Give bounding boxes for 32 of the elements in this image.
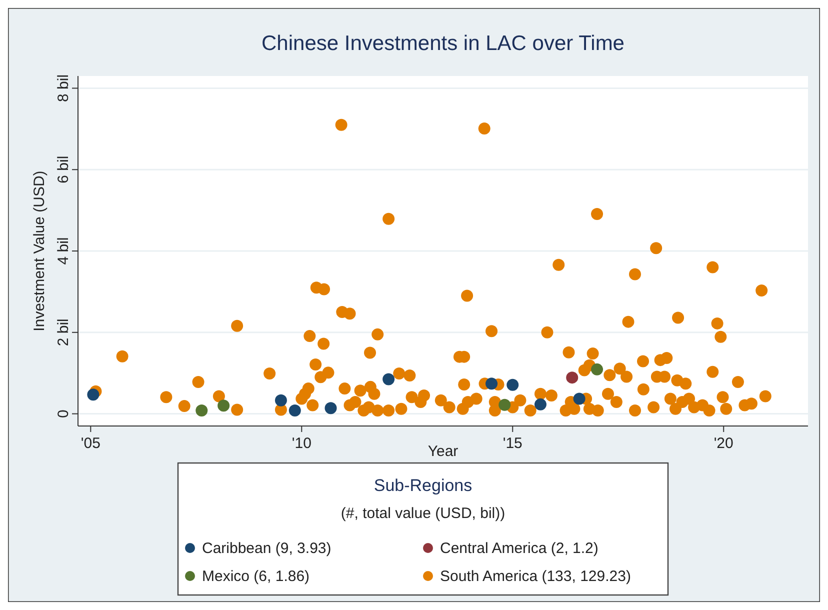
point bbox=[486, 378, 498, 390]
x-axis-title: Year bbox=[428, 443, 458, 460]
point bbox=[534, 398, 546, 410]
y-tick-label: 4 bil bbox=[55, 237, 72, 265]
point bbox=[218, 400, 230, 412]
point bbox=[566, 372, 578, 384]
x-tick-label: '05 bbox=[80, 435, 100, 452]
x-tick-label: '15 bbox=[502, 435, 522, 452]
legend-title: Sub-Regions bbox=[374, 476, 472, 495]
point bbox=[87, 388, 100, 401]
point bbox=[498, 398, 511, 411]
y-axis-title: Investment Value (USD) bbox=[31, 170, 48, 332]
point bbox=[573, 392, 586, 405]
legend-label: Caribbean (9, 3.93) bbox=[202, 540, 332, 557]
legend-label: South America (133, 129.23) bbox=[440, 568, 631, 585]
x-tick-label: '20 bbox=[714, 435, 734, 452]
point bbox=[274, 394, 287, 406]
point bbox=[382, 373, 395, 386]
legend-label: Central America (2, 1.2) bbox=[440, 540, 598, 557]
y-tick-label: 2 bil bbox=[55, 318, 72, 346]
y-tick-label: 6 bil bbox=[55, 156, 72, 184]
text: (#, total value (USD, bil)) bbox=[340, 505, 506, 522]
point bbox=[196, 404, 208, 417]
point bbox=[591, 363, 604, 376]
chart-title: Chinese Investments in LAC over Time bbox=[262, 32, 624, 55]
point bbox=[506, 378, 519, 391]
y-tick-label: 8 bil bbox=[55, 74, 72, 102]
legend-label: Mexico (6, 1.86) bbox=[202, 568, 310, 585]
point bbox=[288, 404, 301, 417]
point bbox=[324, 402, 337, 414]
x-tick-label: '10 bbox=[292, 435, 312, 452]
y-tick-label: 0 bbox=[55, 410, 72, 418]
